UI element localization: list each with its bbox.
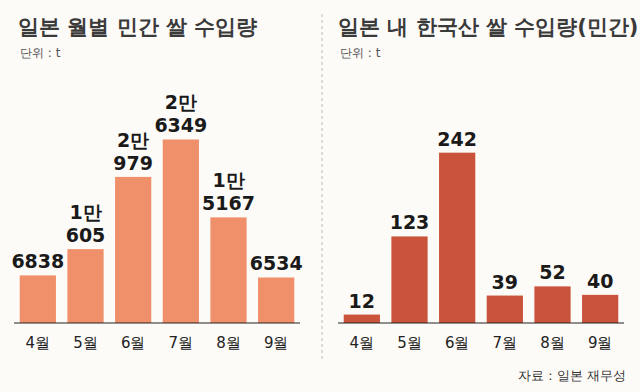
x-axis bbox=[14, 322, 300, 323]
bar bbox=[391, 236, 427, 323]
data-label: 123 bbox=[390, 211, 430, 233]
data-label: 40 bbox=[587, 270, 613, 292]
data-label: 2만979 bbox=[113, 129, 153, 174]
subtitle: 단위 : t bbox=[340, 46, 381, 60]
x-tick-label: 6월 bbox=[121, 334, 146, 352]
bars bbox=[344, 153, 619, 323]
bar bbox=[487, 296, 523, 323]
bar bbox=[67, 249, 103, 323]
x-tick-label: 4월 bbox=[350, 334, 375, 352]
data-label: 242 bbox=[437, 128, 477, 150]
source: 자료 : 일본 재무성 bbox=[518, 368, 626, 383]
divider bbox=[322, 14, 323, 360]
bar bbox=[534, 286, 570, 323]
data-label: 39 bbox=[492, 271, 518, 293]
background bbox=[0, 0, 640, 392]
bar bbox=[163, 139, 199, 323]
data-label: 12 bbox=[349, 290, 375, 312]
x-tick-label: 5월 bbox=[73, 334, 98, 352]
title: 일본 월별 민간 쌀 수입량 bbox=[18, 15, 257, 39]
title: 일본 내 한국산 쌀 수입량(민간) bbox=[338, 15, 638, 39]
bar bbox=[115, 177, 151, 323]
subtitle: 단위 : t bbox=[20, 46, 61, 60]
data-label: 1만605 bbox=[66, 201, 106, 246]
x-tick-label: 8월 bbox=[540, 334, 565, 352]
bar bbox=[20, 275, 56, 323]
bar bbox=[344, 315, 380, 323]
data-label: 1만5167 bbox=[202, 169, 255, 214]
data-label: 6534 bbox=[250, 252, 303, 274]
bar bbox=[210, 217, 246, 323]
x-axis bbox=[338, 322, 624, 323]
data-label: 6838 bbox=[11, 250, 64, 272]
chart-canvas: 일본 월별 민간 쌀 수입량단위 : t 68381만6052만9792만6349… bbox=[0, 0, 640, 392]
bars bbox=[20, 139, 295, 323]
x-tick-label: 4월 bbox=[26, 334, 51, 352]
x-tick-label: 7월 bbox=[493, 334, 518, 352]
x-tick-label: 8월 bbox=[216, 334, 241, 352]
x-tick-label: 7월 bbox=[169, 334, 194, 352]
data-label: 2만6349 bbox=[154, 91, 207, 136]
x-tick-label: 6월 bbox=[445, 334, 470, 352]
x-tick-label: 9월 bbox=[264, 334, 289, 352]
x-tick-label: 9월 bbox=[588, 334, 613, 352]
bar bbox=[439, 153, 475, 323]
chart: 일본 내 한국산 쌀 수입량(민간) 단위 : t 12 123 242 39 52 40 4월… bbox=[338, 15, 638, 383]
chart: 일본 월별 민간 쌀 수입량단위 : t 68381만6052만9792만6349… bbox=[11, 15, 302, 352]
data-label: 52 bbox=[539, 261, 565, 283]
bar bbox=[582, 295, 618, 323]
bar bbox=[258, 277, 294, 323]
x-tick-label: 5월 bbox=[397, 334, 422, 352]
